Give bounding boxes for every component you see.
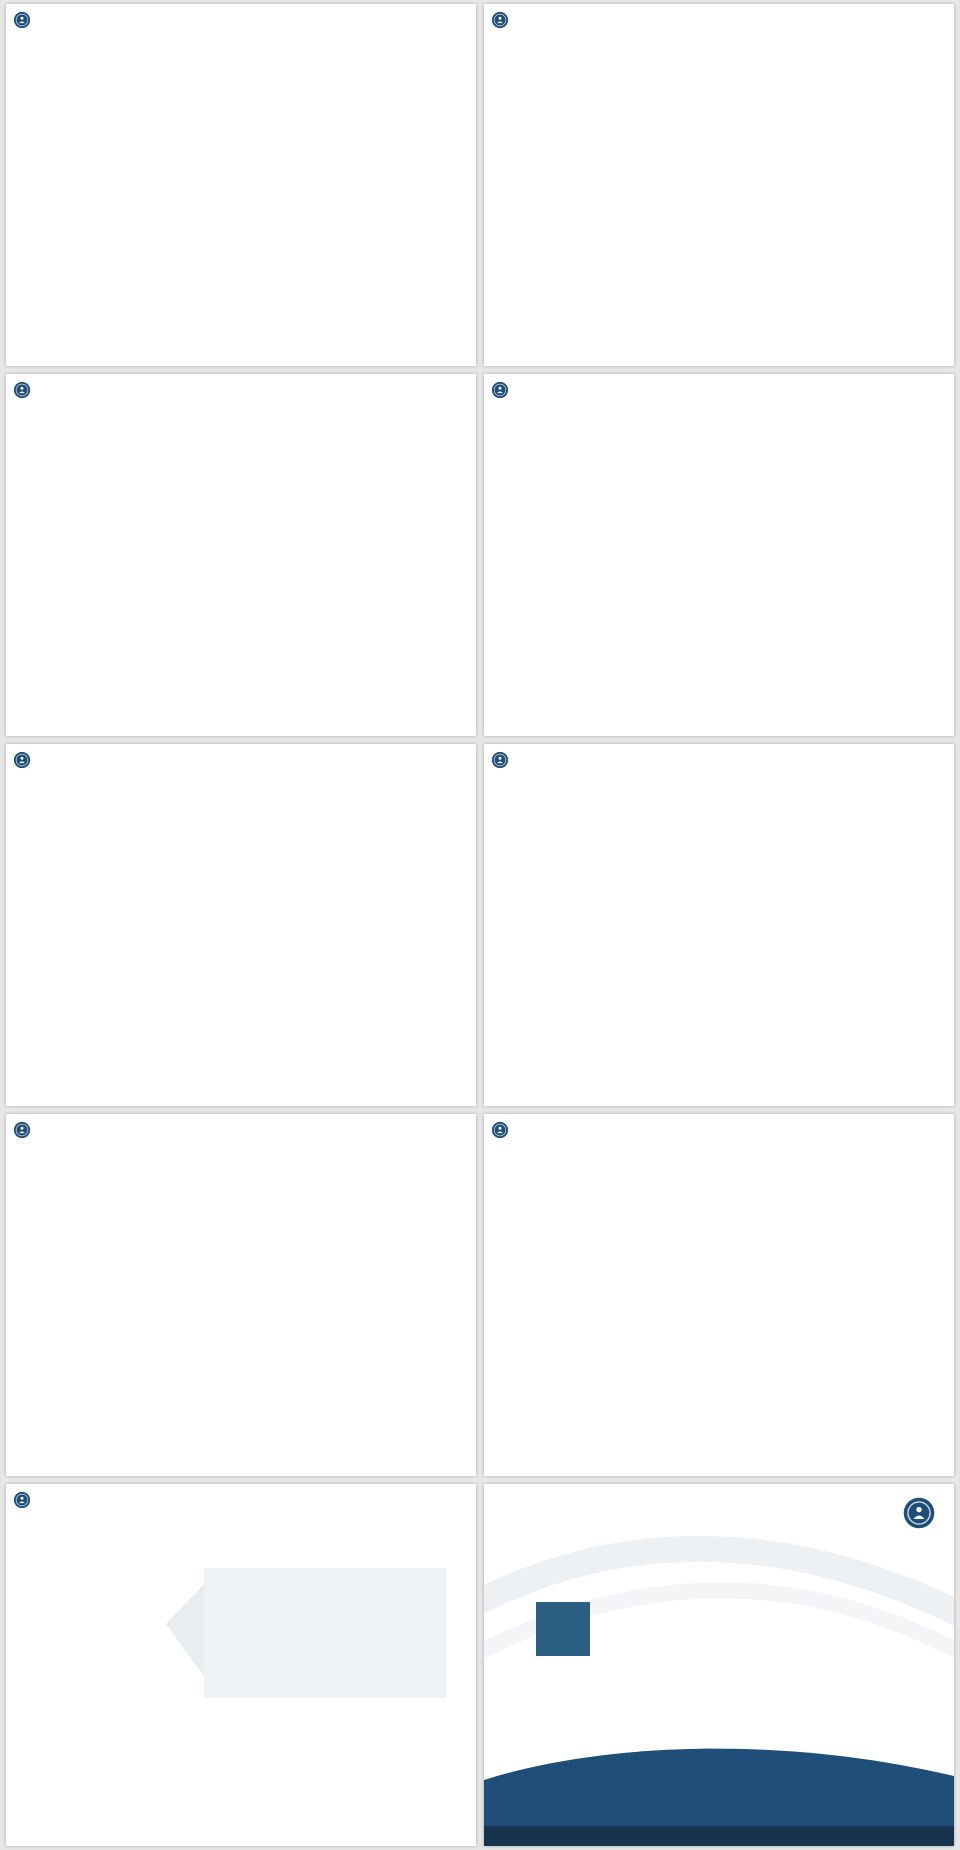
hbar-chart — [210, 1594, 436, 1690]
donut-column — [656, 1160, 782, 1260]
donut-chart — [536, 1168, 628, 1260]
beam-connector — [166, 1580, 208, 1682]
logo-icon — [13, 751, 31, 769]
logo-icon — [491, 381, 509, 399]
donut-column — [519, 1160, 645, 1260]
slide-50 — [6, 1484, 476, 1846]
text-block — [252, 210, 448, 214]
bar-chart — [252, 56, 448, 176]
pie-chart — [71, 1196, 201, 1341]
logo-icon — [13, 1121, 31, 1139]
donut-column — [793, 1160, 919, 1260]
logo-icon — [491, 11, 509, 29]
footer-left — [496, 1832, 499, 1838]
slide-42 — [6, 4, 476, 366]
bar-chart — [42, 56, 238, 176]
slide-49 — [484, 1114, 954, 1476]
text-block — [802, 156, 924, 160]
line-chart — [238, 464, 444, 609]
bar-chart — [42, 466, 222, 601]
text-block — [42, 210, 238, 214]
logo-icon — [13, 11, 31, 29]
logo-icon — [491, 751, 509, 769]
logo-icon — [13, 381, 31, 399]
section-number — [536, 1602, 590, 1656]
donut-chart — [810, 1168, 902, 1260]
slide-47 — [484, 744, 954, 1106]
donut-chart — [50, 1570, 168, 1688]
logo-icon — [13, 1491, 31, 1509]
slide-43 — [484, 4, 954, 366]
logo-icon — [902, 1496, 936, 1530]
slide-46 — [6, 744, 476, 1106]
slide-44 — [6, 374, 476, 736]
slide-48 — [6, 1114, 476, 1476]
slide-51 — [484, 1484, 954, 1846]
text-block — [802, 72, 924, 76]
donut-chart — [673, 1168, 765, 1260]
slide-footer — [484, 1826, 954, 1846]
bar-panel — [204, 1568, 446, 1698]
logo-icon — [491, 1121, 509, 1139]
swoosh-background — [484, 1535, 954, 1846]
line-chart — [727, 834, 923, 984]
bar-chart — [542, 64, 782, 244]
slide-45 — [484, 374, 954, 736]
hbar-chart — [66, 824, 416, 1049]
line-chart — [520, 834, 716, 984]
donut-chart — [281, 1196, 411, 1341]
bar-chart — [524, 450, 919, 675]
